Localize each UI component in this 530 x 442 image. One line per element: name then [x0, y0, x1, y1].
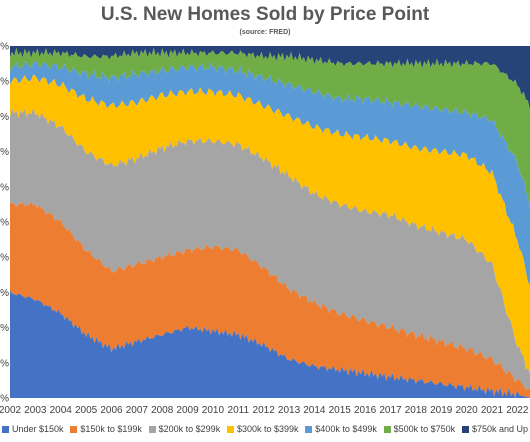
x-tick-label: 2022 — [506, 405, 529, 416]
x-tick-label: 2002 — [0, 405, 22, 416]
area--500k-to-750k — [10, 47, 530, 209]
x-tick-label: 2017 — [379, 405, 402, 416]
legend-item: $400k to $499k — [305, 424, 377, 434]
x-tick-label: 2015 — [329, 405, 352, 416]
legend-label: $500k to $750k — [393, 424, 456, 434]
x-tick-label: 2016 — [354, 405, 377, 416]
legend-label: $150k to $199k — [80, 424, 142, 434]
legend-item: $750k and Up — [461, 424, 528, 434]
legend-item: $300k to $399k — [226, 424, 299, 434]
y-tick-label: 80% — [0, 112, 9, 123]
legend-label: $200k to $299k — [158, 424, 221, 434]
x-tick-label: 2013 — [278, 405, 301, 416]
legend-label: $750k and Up — [471, 424, 528, 434]
area--300k-to-399k — [10, 74, 530, 374]
x-tick-label: 2018 — [405, 405, 428, 416]
y-tick-label: 70% — [0, 147, 9, 158]
x-axis-tick-labels: 2002 2003 2004 2005 2006 2007 2008 2009 2010 2011… — [0, 405, 529, 416]
legend-label: $300k to $399k — [236, 424, 299, 434]
legend-swatch — [2, 425, 9, 433]
area-under-150k — [10, 290, 530, 398]
x-tick-label: 2014 — [303, 405, 326, 416]
legend-item: $150k to $199k — [70, 424, 142, 434]
legend-item: $200k to $299k — [148, 424, 221, 434]
legend-item: Under $150k — [2, 424, 64, 434]
legend-swatch — [148, 425, 156, 433]
chart-legend: Under $150k $150k to $199k $200k to $299k $… — [0, 420, 530, 438]
legend-item: $500k to $750k — [383, 424, 456, 434]
y-tick-label: 100% — [0, 42, 9, 53]
y-tick-label: 50% — [0, 218, 9, 229]
chart-subtitle: (source: FRED) — [239, 29, 291, 36]
y-tick-label: 90% — [0, 77, 9, 88]
legend-swatch — [461, 425, 469, 433]
x-tick-label: 2009 — [176, 405, 199, 416]
x-tick-label: 2007 — [126, 405, 149, 416]
x-tick-label: 2010 — [202, 405, 225, 416]
legend-label: Under $150k — [12, 424, 64, 434]
x-tick-label: 2005 — [75, 405, 98, 416]
x-tick-label: 2004 — [50, 405, 73, 416]
legend-swatch — [226, 425, 234, 433]
x-tick-label: 2020 — [455, 405, 478, 416]
x-tick-label: 2019 — [430, 405, 453, 416]
x-tick-label: 2006 — [100, 405, 123, 416]
y-tick-label: 40% — [0, 253, 9, 264]
area--750k-and-up — [10, 46, 530, 111]
area--400k-to-499k — [10, 60, 530, 286]
x-tick-label: 2012 — [253, 405, 276, 416]
x-tick-label: 2021 — [481, 405, 504, 416]
y-tick-label: 0% — [0, 394, 9, 405]
x-tick-label: 2008 — [151, 405, 174, 416]
legend-swatch — [305, 425, 313, 433]
y-tick-label: 20% — [0, 323, 9, 334]
legend-swatch — [70, 425, 78, 433]
area--150k-to-199k — [10, 201, 530, 398]
x-tick-label: 2003 — [24, 405, 47, 416]
legend-swatch — [383, 425, 391, 433]
area-layers — [10, 46, 530, 398]
legend-label: $400k to $499k — [315, 424, 377, 434]
y-axis-tick-labels: 0% 10% 20% 30% 40% 50% 60% 70% 80% 90% 100% — [0, 42, 9, 405]
x-tick-label: 2011 — [228, 405, 250, 416]
y-tick-label: 30% — [0, 288, 9, 299]
y-tick-label: 60% — [0, 182, 9, 193]
chart-title: U.S. New Homes Sold by Price Point — [100, 4, 430, 25]
area--200k-to-299k — [10, 107, 530, 391]
y-tick-label: 10% — [0, 358, 9, 369]
